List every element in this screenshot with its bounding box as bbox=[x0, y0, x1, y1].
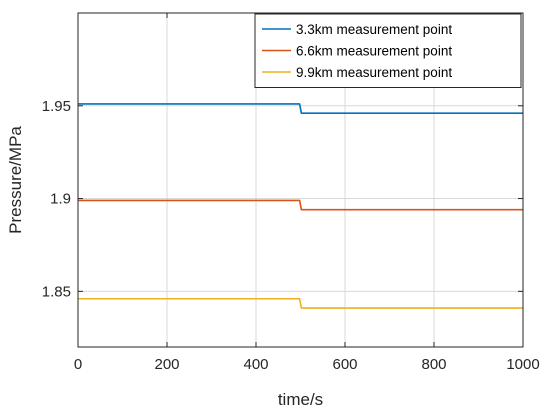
y-tick-label: 1.95 bbox=[42, 98, 71, 115]
legend-label: 6.6km measurement point bbox=[296, 44, 452, 59]
x-tick-label: 400 bbox=[243, 356, 268, 373]
legend: 3.3km measurement point 6.6km measurement… bbox=[254, 13, 522, 88]
series-line-2 bbox=[78, 199, 523, 211]
series-lines bbox=[78, 103, 523, 309]
legend-box bbox=[254, 13, 522, 88]
y-axis-label: Pressure/MPa bbox=[6, 126, 25, 234]
y-tick-label: 1.85 bbox=[42, 283, 71, 300]
legend-label: 3.3km measurement point bbox=[296, 22, 452, 37]
x-tick-label: 1000 bbox=[506, 356, 539, 373]
series-line-1 bbox=[78, 103, 523, 114]
y-tick-label: 1.9 bbox=[50, 191, 71, 208]
x-axis-label: time/s bbox=[278, 390, 323, 409]
x-tick-label: 0 bbox=[74, 356, 82, 373]
x-tick-label: 800 bbox=[421, 356, 446, 373]
axis-ticks: 0 200 400 600 800 1000 1.85 1.9 1.95 bbox=[42, 13, 540, 373]
plot-frame bbox=[77, 12, 524, 348]
x-tick-label: 200 bbox=[154, 356, 179, 373]
series-line-3 bbox=[78, 297, 523, 309]
x-tick-label: 600 bbox=[332, 356, 357, 373]
legend-label: 9.9km measurement point bbox=[296, 65, 452, 80]
